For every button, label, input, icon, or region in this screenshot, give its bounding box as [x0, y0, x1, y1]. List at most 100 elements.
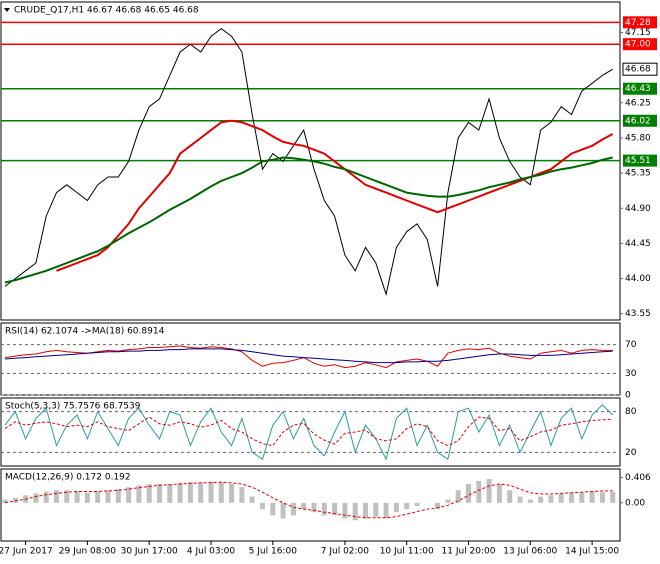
bar — [476, 480, 482, 503]
bar — [115, 489, 121, 503]
bar — [393, 502, 399, 513]
x-tick-label: 10 Jul 11:00 — [380, 547, 434, 557]
bar — [54, 490, 59, 503]
bar — [105, 490, 111, 503]
y-tick-label: 43.55 — [625, 309, 651, 319]
bar — [363, 502, 368, 519]
bar — [538, 496, 544, 503]
price-tag — [622, 62, 658, 76]
level-label: 47.28 — [625, 18, 651, 28]
bar — [239, 487, 245, 503]
bar — [126, 487, 132, 503]
level-tag — [623, 114, 657, 127]
bar — [280, 502, 286, 519]
bar — [301, 502, 307, 510]
level-label: 47.00 — [625, 40, 651, 50]
x-tick-label: 4 Jul 03:00 — [187, 547, 236, 557]
panel — [0, 322, 621, 396]
panel-title: Stoch(5,3,3) 75.7576 68.7539 — [5, 402, 141, 412]
x-tick-label: 30 Jun 17:00 — [121, 547, 178, 557]
x-tick-label: 13 Jul 06:00 — [503, 547, 557, 557]
level-tag — [623, 38, 657, 51]
bar — [548, 495, 554, 503]
panel-title: RSI(14) 62.1074 ->MA(18) 60.8914 — [5, 327, 165, 337]
bar — [414, 502, 420, 506]
series-line — [56, 119, 614, 272]
bar — [311, 502, 317, 513]
level-label: 46.43 — [625, 84, 651, 94]
bar — [445, 499, 451, 503]
level-label: 46.02 — [625, 116, 651, 126]
bar — [383, 502, 389, 519]
bar — [610, 492, 616, 503]
bar — [589, 491, 595, 503]
bar — [486, 479, 492, 503]
series-line — [4, 348, 613, 364]
y-tick-label: 30 — [625, 369, 637, 379]
bar — [136, 485, 142, 503]
bar — [435, 502, 441, 510]
bar — [290, 502, 296, 516]
bar — [558, 493, 564, 503]
series-line — [4, 27, 613, 297]
level-label: 45.51 — [625, 156, 651, 166]
x-tick-label: 14 Jul 15:00 — [565, 547, 619, 557]
bar — [84, 492, 90, 503]
bar — [321, 502, 327, 516]
y-tick-label: 20 — [625, 448, 637, 458]
price-label: 46.68 — [625, 65, 651, 75]
level-tag — [623, 16, 657, 29]
y-tick-label: 0.406 — [625, 473, 651, 483]
bar — [167, 484, 173, 503]
y-tick-label: 45.35 — [625, 169, 651, 179]
series-line — [4, 481, 613, 519]
bar — [249, 496, 255, 503]
panel — [0, 468, 621, 542]
x-tick-label: 5 Jul 16:00 — [249, 547, 298, 557]
bar — [517, 496, 523, 503]
bar — [218, 482, 224, 503]
bar — [569, 492, 574, 503]
bar — [404, 502, 410, 510]
panel-title: CRUDE_Q17,H1 46.67 46.68 46.65 46.68 — [14, 6, 199, 16]
bar — [599, 492, 605, 503]
bar — [496, 484, 502, 503]
bar — [12, 497, 18, 503]
y-tick-label: 0 — [625, 391, 631, 401]
y-tick-label: 44.00 — [625, 274, 651, 284]
bar — [43, 491, 49, 503]
panel-title: MACD(12,26,9) 0.172 0.192 — [5, 473, 131, 483]
bar — [208, 481, 214, 503]
y-tick-label: 70 — [625, 340, 637, 350]
bar — [33, 493, 39, 503]
bar — [579, 492, 585, 503]
bar — [260, 502, 265, 510]
series-line — [4, 416, 613, 447]
bar — [527, 499, 533, 503]
bar — [352, 502, 358, 521]
x-tick-label: 7 Jul 02:00 — [321, 547, 370, 557]
x-tick-label: 27 Jun 2017 — [0, 547, 53, 557]
bar — [455, 490, 461, 503]
title-marker — [4, 8, 10, 12]
y-tick-label: 0.00 — [625, 498, 645, 508]
level-tag — [623, 82, 657, 95]
bar — [187, 482, 193, 503]
x-tick-label: 11 Jul 20:00 — [442, 547, 496, 557]
bar — [2, 499, 8, 503]
bar — [332, 502, 338, 516]
y-tick-label: 45.80 — [625, 133, 651, 143]
bar — [146, 484, 152, 503]
bar — [270, 502, 276, 516]
level-tag — [623, 154, 657, 167]
bar — [507, 490, 513, 503]
bar — [177, 482, 183, 503]
series-line — [4, 345, 613, 369]
series-line — [4, 156, 613, 284]
y-tick-label: 44.45 — [625, 239, 651, 249]
bar — [64, 490, 70, 503]
bar — [198, 482, 204, 503]
bar — [157, 484, 162, 503]
x-tick-label: 29 Jun 08:00 — [59, 547, 116, 557]
